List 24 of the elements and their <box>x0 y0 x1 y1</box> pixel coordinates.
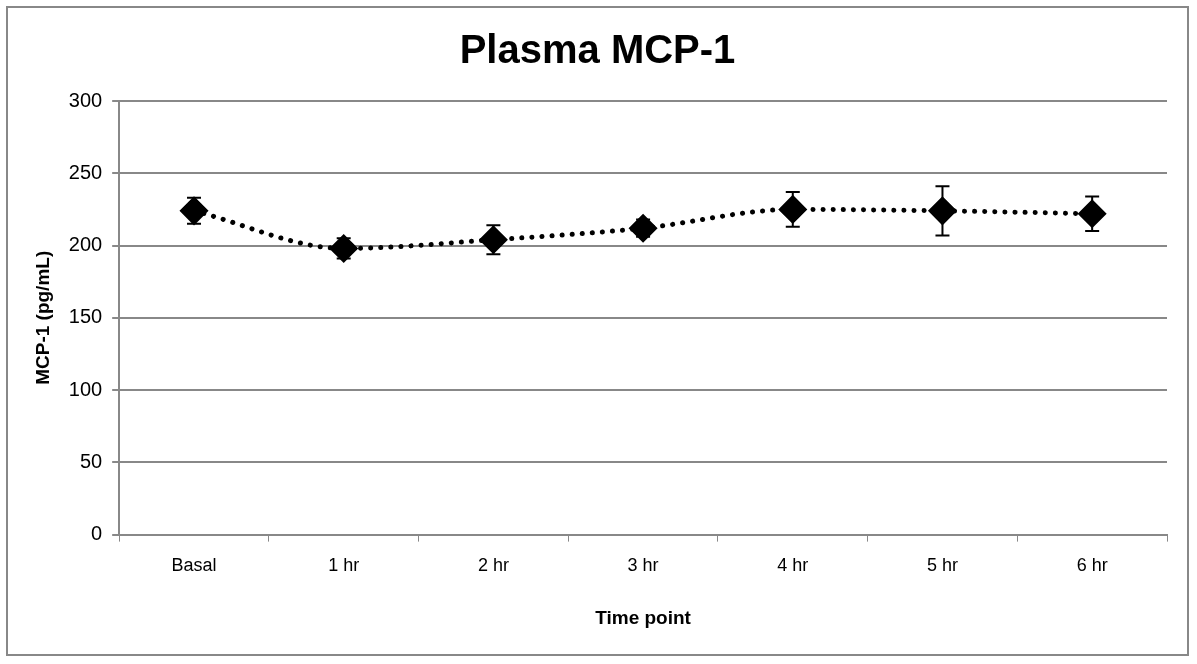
y-tick-label: 200 <box>68 233 103 256</box>
y-tick-label: 50 <box>79 449 103 472</box>
y-tick-label: 0 <box>91 522 103 545</box>
x-tick-label: 3 hr <box>627 555 659 576</box>
point <box>180 197 208 225</box>
x-tick-label: 4 hr <box>777 555 809 576</box>
y-axis-title: MCP-1 (pg/mL) <box>31 250 53 385</box>
point <box>479 226 507 254</box>
x-tick-label: Basal <box>171 555 217 576</box>
point <box>1078 200 1106 228</box>
x-tick-label: 1 hr <box>328 555 360 576</box>
x-tick-label: 2 hr <box>477 555 509 576</box>
chart-title: Plasma MCP-1 <box>459 27 736 72</box>
y-tick-label: 300 <box>68 88 103 111</box>
y-tick-label: 150 <box>68 305 103 328</box>
point <box>629 214 657 242</box>
y-tick-label: 250 <box>68 160 103 183</box>
point <box>330 234 358 262</box>
x-axis-title: Time point <box>595 606 692 628</box>
x-tick-label: 6 hr <box>1076 555 1108 576</box>
y-tick-label: 100 <box>68 377 103 400</box>
x-tick-label: 5 hr <box>926 555 958 576</box>
point <box>928 197 956 225</box>
point <box>779 195 807 223</box>
